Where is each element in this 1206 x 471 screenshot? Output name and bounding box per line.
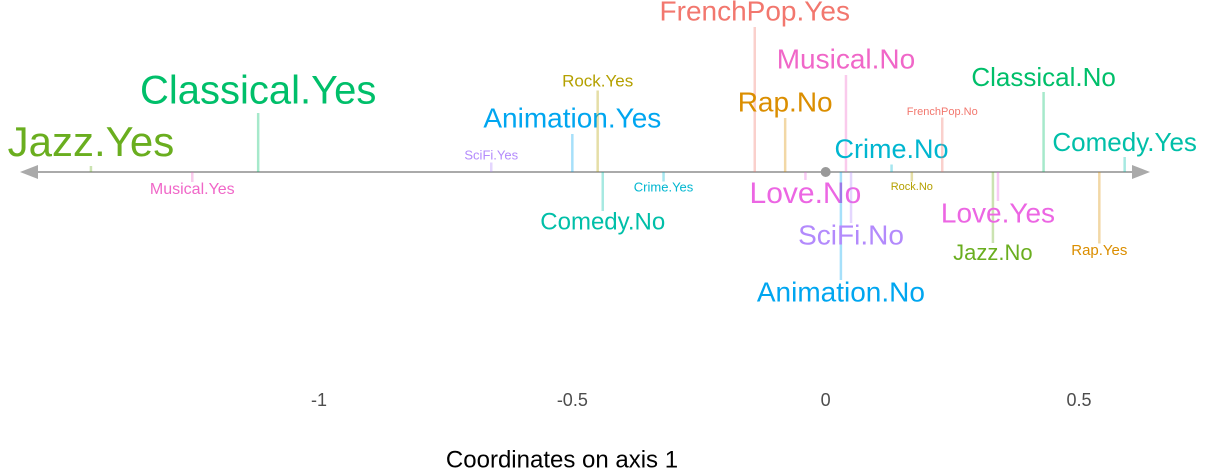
point-label: Musical.No (777, 43, 915, 74)
x-tick-label: 0.5 (1067, 390, 1092, 410)
point-label: Jazz.No (953, 240, 1032, 265)
point-label: Comedy.No (540, 208, 665, 235)
point-label: Rock.Yes (562, 71, 633, 90)
point-label: SciFi.No (798, 219, 904, 250)
point-label: Crime.No (835, 134, 949, 164)
origin-point (820, 167, 831, 177)
axis-arrow (1132, 165, 1150, 179)
axis-arrow (20, 165, 38, 179)
point-label: Love.No (750, 177, 862, 210)
point-label: Animation.No (757, 276, 925, 307)
point-label: FrenchPop.No (907, 106, 978, 118)
point-label: Love.Yes (941, 197, 1055, 228)
point-label: Jazz.Yes (8, 118, 175, 165)
point-label: Classical.Yes (140, 69, 376, 113)
point-label: FrenchPop.Yes (660, 0, 850, 26)
x-tick-label: -0.5 (557, 390, 588, 410)
point-label: SciFi.Yes (464, 147, 518, 162)
point-label: Rap.No (738, 86, 833, 117)
point-label: Classical.No (971, 62, 1116, 92)
point-label: Crime.Yes (634, 179, 694, 194)
x-tick-label: -1 (311, 390, 327, 410)
point-label: Musical.Yes (150, 181, 235, 198)
point-label: Animation.Yes (483, 102, 661, 133)
point-label: Comedy.Yes (1052, 127, 1197, 157)
x-axis-title: Coordinates on axis 1 (446, 446, 678, 471)
point-label: Rock.No (891, 181, 933, 193)
point-label: Rap.Yes (1071, 242, 1127, 259)
x-tick-label: 0 (821, 390, 831, 410)
